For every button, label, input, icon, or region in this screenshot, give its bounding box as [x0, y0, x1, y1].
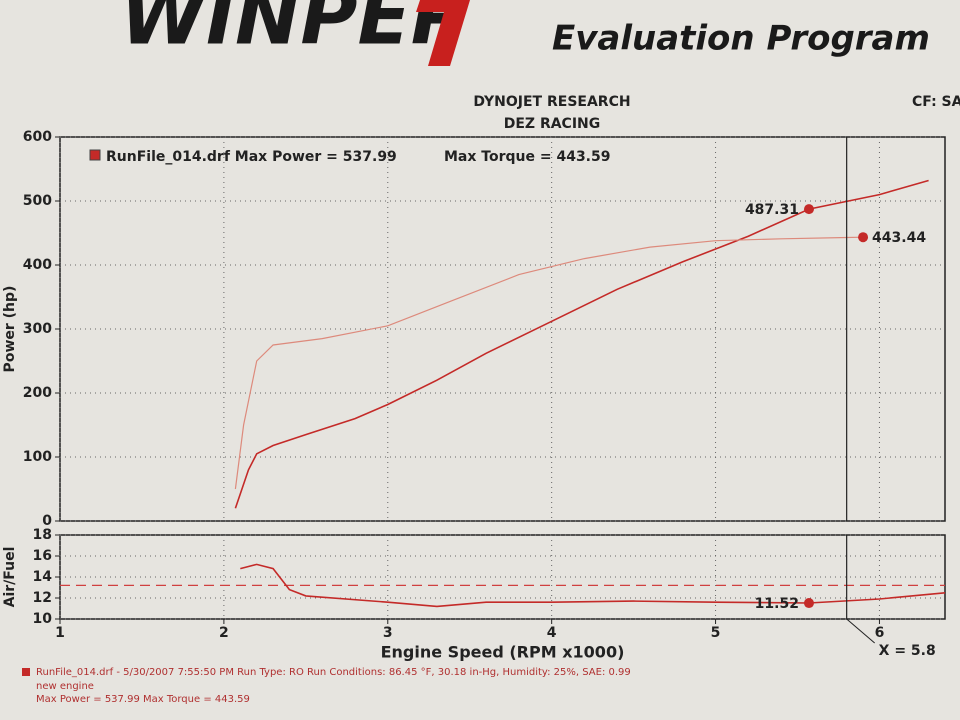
shop: DEZ RACING	[504, 116, 601, 132]
y-tick-label: 14	[33, 569, 53, 585]
y-tick-label: 500	[23, 193, 52, 209]
cursor-pointer	[846, 618, 875, 644]
x-tick-label: 6	[875, 625, 885, 641]
y-tick-label: 600	[23, 129, 52, 145]
marker	[803, 204, 814, 215]
y-axis-label: Air/Fuel	[2, 547, 18, 608]
x-tick-label: 1	[55, 625, 65, 641]
x-tick-label: 2	[219, 625, 229, 641]
cursor-label: X = 5.8	[879, 643, 936, 659]
x-tick-label: 5	[711, 625, 721, 641]
marker-label: 487.31	[745, 202, 799, 218]
y-tick-label: 18	[33, 527, 52, 543]
x-tick-label: 3	[383, 625, 393, 641]
logo: WINPEP	[120, 0, 468, 62]
legend-swatch	[89, 149, 101, 161]
marker-label: 11.52	[755, 596, 799, 612]
cf: CF: SA	[912, 94, 960, 110]
marker	[803, 598, 814, 609]
footer-swatch	[22, 668, 30, 676]
logo-mark	[416, 0, 470, 66]
y-tick-label: 10	[33, 611, 53, 627]
marker	[858, 232, 869, 243]
y-tick-label: 16	[33, 548, 52, 564]
x-axis-label: Engine Speed (RPM x1000)	[381, 643, 625, 662]
x-tick-label: 4	[547, 625, 557, 641]
data-line	[240, 563, 946, 608]
footer-line: RunFile_014.drf - 5/30/2007 7:55:50 PM R…	[36, 667, 631, 678]
y-tick-label: 12	[33, 590, 52, 606]
y-tick-label: 100	[23, 449, 52, 465]
legend-entry: RunFile_014.drf Max Power = 537.99	[106, 149, 397, 165]
footer-line: Max Power = 537.99 Max Torque = 443.59	[36, 694, 250, 705]
data-line	[234, 179, 929, 509]
program-title: Evaluation Program	[552, 19, 930, 59]
y-tick-label: 400	[23, 257, 52, 273]
y-tick-label: 300	[23, 321, 52, 337]
footer-line: new engine	[36, 681, 94, 692]
legend-entry: Max Torque = 443.59	[444, 149, 610, 165]
data-line	[234, 236, 864, 490]
company: DYNOJET RESEARCH	[473, 94, 630, 110]
y-tick-label: 0	[42, 513, 52, 529]
y-axis-label: Power (hp)	[2, 286, 18, 373]
marker-label: 443.44	[872, 230, 926, 246]
y-tick-label: 200	[23, 385, 52, 401]
